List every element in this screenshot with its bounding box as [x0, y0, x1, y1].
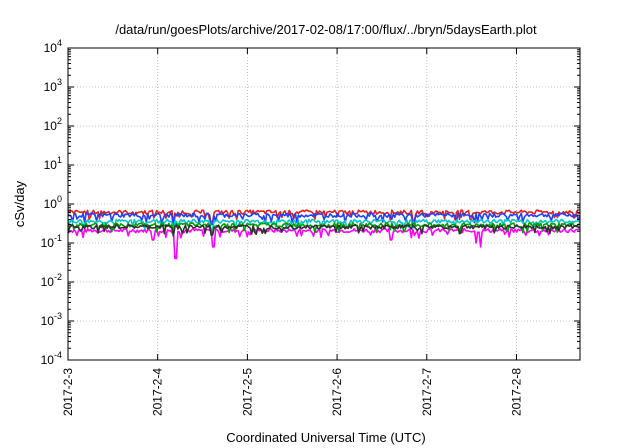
- series-line: [67, 218, 581, 233]
- y-axis-label: cSv/day: [12, 180, 27, 227]
- x-tick-label: 2017-2-5: [240, 368, 254, 416]
- x-tick-label: 2017-2-4: [151, 368, 165, 416]
- chart-title: /data/run/goesPlots/archive/2017-02-08/1…: [115, 22, 537, 37]
- y-tick-label: 10-3: [41, 311, 62, 328]
- y-tick-label: 101: [44, 155, 62, 172]
- x-tick-label: 2017-2-6: [330, 368, 344, 416]
- series-line: [67, 222, 581, 235]
- x-axis-ticks: 2017-2-3 2017-2-4 2017-2-5 2017-2-6 2017-2-7…: [61, 48, 523, 416]
- series-line: [67, 227, 581, 260]
- grid-lines: [68, 48, 580, 360]
- y-tick-label: 10-4: [41, 350, 62, 367]
- x-tick-label: 2017-2-7: [420, 368, 434, 416]
- y-tick-label: 104: [44, 38, 62, 55]
- x-axis-label: Coordinated Universal Time (UTC): [226, 430, 425, 445]
- x-tick-label: 2017-2-8: [509, 368, 523, 416]
- y-tick-label: 102: [44, 116, 62, 133]
- x-tick-label: 2017-2-3: [61, 368, 75, 416]
- y-tick-label: 10-2: [41, 272, 62, 289]
- y-axis-ticks: 10-4 10-3 10-2 10-1 100 101 102 103 104: [41, 38, 580, 367]
- y-tick-label: 100: [44, 194, 62, 211]
- y-tick-label: 103: [44, 77, 62, 94]
- y-tick-label: 10-1: [41, 233, 62, 250]
- series-group: [67, 209, 581, 260]
- series-line: [67, 212, 581, 229]
- series-line: [67, 224, 581, 237]
